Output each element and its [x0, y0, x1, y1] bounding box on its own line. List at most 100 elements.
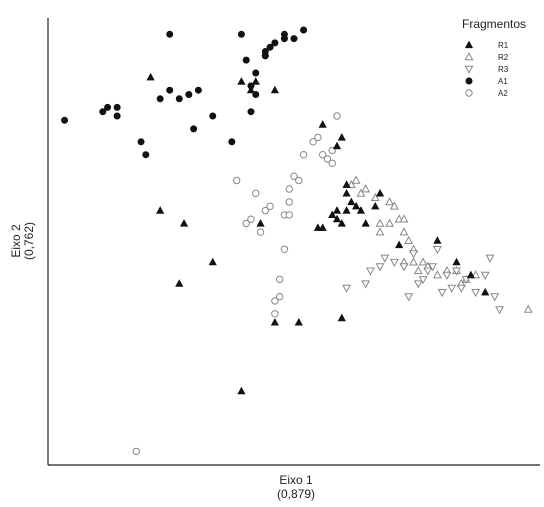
series-a1 — [61, 26, 308, 159]
legend-label-r1: R1 — [498, 41, 509, 50]
point-a1 — [113, 112, 121, 120]
y-axis-label: Eixo 2 — [9, 224, 23, 258]
point-a1 — [137, 138, 145, 146]
point-a1 — [252, 69, 260, 77]
point-r1 — [361, 219, 370, 227]
legend-marker-a2 — [465, 89, 473, 97]
point-a1 — [166, 86, 174, 94]
point-r2 — [409, 257, 418, 266]
point-r1 — [179, 219, 189, 227]
point-a1 — [247, 82, 255, 90]
legend-title: Fragmentos — [462, 17, 526, 31]
point-a2 — [295, 176, 303, 185]
point-r1 — [337, 133, 346, 141]
point-r3 — [342, 284, 352, 293]
x-axis-label: Eixo 1 — [279, 473, 313, 487]
series-a2 — [132, 112, 341, 456]
point-r1 — [342, 188, 351, 197]
point-a2 — [266, 202, 274, 211]
point-r1 — [337, 219, 346, 227]
point-r2 — [418, 257, 428, 266]
point-r2 — [399, 214, 409, 223]
point-a2 — [256, 228, 265, 236]
point-r3 — [452, 267, 461, 276]
point-r3 — [461, 276, 471, 285]
point-r1 — [270, 85, 279, 94]
point-r1 — [452, 257, 461, 266]
point-r2 — [404, 235, 414, 244]
point-r1 — [352, 201, 361, 210]
point-r3 — [413, 280, 423, 289]
point-r3 — [428, 263, 438, 272]
point-r2 — [432, 270, 442, 279]
legend-item-r3: R3 — [464, 65, 509, 74]
point-r3 — [447, 284, 457, 293]
point-r3 — [361, 280, 371, 289]
legend-label-a2: A2 — [498, 89, 508, 98]
point-r3 — [375, 263, 385, 272]
point-r3 — [442, 271, 452, 280]
point-a1 — [61, 116, 69, 124]
point-a1 — [247, 108, 255, 116]
point-a1 — [261, 47, 269, 55]
point-r1 — [256, 219, 265, 227]
point-a2 — [323, 155, 332, 163]
point-a2 — [232, 176, 241, 185]
point-a1 — [300, 26, 308, 34]
x-axis-sublabel: (0,879) — [277, 487, 315, 501]
point-r3 — [456, 284, 466, 293]
point-a1 — [190, 125, 198, 133]
axes — [47, 18, 540, 466]
point-r3 — [399, 263, 409, 272]
point-a1 — [185, 91, 193, 99]
point-a2 — [299, 151, 308, 159]
point-r1 — [328, 210, 337, 218]
point-r1 — [337, 313, 346, 322]
point-r3 — [437, 289, 447, 298]
point-r1 — [251, 77, 260, 85]
point-a1 — [156, 95, 164, 103]
point-r1 — [318, 223, 327, 231]
point-a1 — [175, 95, 183, 103]
point-r3 — [480, 271, 490, 280]
point-r3 — [409, 250, 418, 259]
point-a1 — [290, 35, 298, 43]
series-r3 — [342, 246, 504, 315]
legend-marker-r1 — [464, 40, 474, 49]
point-a2 — [275, 292, 284, 301]
point-a2 — [285, 198, 293, 206]
point-a1 — [99, 108, 107, 116]
legend-items: R1 R2 R3 A1 A2 — [464, 40, 509, 98]
point-r2 — [370, 192, 380, 201]
legend-label-r2: R2 — [498, 53, 509, 62]
series-r1 — [146, 72, 490, 395]
point-a1 — [209, 112, 217, 120]
point-a1 — [252, 91, 260, 99]
point-r2 — [361, 184, 371, 193]
point-a1 — [104, 103, 112, 111]
point-r2 — [375, 218, 385, 227]
point-a2 — [271, 297, 279, 305]
legend-item-r2: R2 — [464, 52, 509, 62]
point-r1 — [208, 257, 217, 266]
point-r1 — [342, 206, 351, 214]
legend-marker-a1 — [465, 77, 473, 85]
point-a2 — [285, 211, 293, 219]
point-r3 — [485, 254, 495, 263]
legend: Fragmentos R1 R2 R3 A1 A2 — [462, 17, 526, 98]
point-a1 — [271, 39, 279, 47]
point-a2 — [309, 138, 317, 146]
point-a2 — [275, 275, 284, 284]
point-r1 — [332, 214, 342, 223]
point-r3 — [471, 289, 481, 298]
point-a1 — [280, 30, 288, 38]
legend-item-a1: A1 — [465, 77, 508, 86]
point-a1 — [113, 103, 121, 111]
point-r1 — [342, 180, 351, 188]
data-points — [61, 26, 533, 456]
point-a1 — [242, 56, 250, 64]
point-a2 — [132, 447, 140, 456]
point-r2 — [385, 218, 395, 227]
point-r1 — [146, 72, 155, 81]
